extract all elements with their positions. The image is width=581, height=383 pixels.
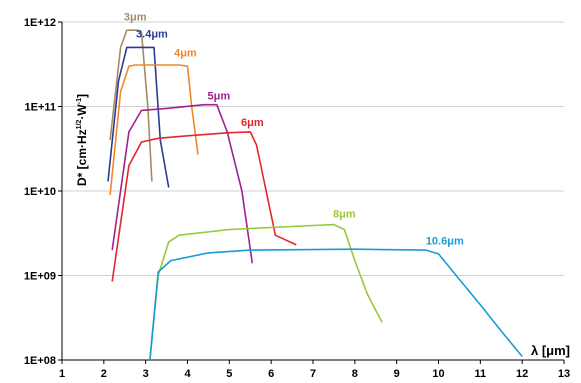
x-tick-label: 11 <box>475 368 487 380</box>
axes <box>61 22 564 361</box>
y-label-sup2: -1 <box>76 98 83 104</box>
x-tick-label: 1 <box>59 368 65 380</box>
x-tick-label: 2 <box>101 368 107 380</box>
x-axis-label: λ [μm] <box>531 343 570 358</box>
x-tick-label: 6 <box>268 368 274 380</box>
y-label-mid: ·W <box>75 104 89 120</box>
x-tick-label: 3 <box>143 368 149 380</box>
y-label-end: ] <box>75 94 89 98</box>
y-label-sup: 1/2 <box>76 119 83 129</box>
series-line-6 <box>149 248 523 361</box>
series-lines <box>107 29 523 361</box>
x-tick-label: 8 <box>352 368 358 380</box>
series-label-1: 3.4μm <box>136 28 168 40</box>
series-label-0: 3μm <box>124 12 147 24</box>
x-tick-label: 13 <box>558 368 570 380</box>
series-label-4: 6μm <box>241 117 264 129</box>
series-line-2 <box>109 64 199 195</box>
series-label-5: 8μm <box>333 208 356 220</box>
y-tick-label: 1E+09 <box>24 271 56 283</box>
y-tick-label: 1E+11 <box>24 102 56 114</box>
series-label-2: 4μm <box>174 48 197 60</box>
gridlines <box>58 21 565 364</box>
y-tick-label: 1E+12 <box>24 17 56 29</box>
x-tick-label: 10 <box>432 368 444 380</box>
y-label-main: D* [cm·Hz <box>75 129 89 186</box>
y-tick-label: 1E+08 <box>24 355 56 367</box>
y-tick-label: 1E+10 <box>24 186 56 198</box>
x-tick-label: 12 <box>516 368 528 380</box>
y-tick-labels: 1E+08 1E+09 1E+10 1E+11 1E+12 <box>24 17 56 367</box>
series-line-4 <box>111 131 297 282</box>
series-line-3 <box>111 103 254 264</box>
x-tick-label: 9 <box>394 368 400 380</box>
series-labels: 3μm 3.4μm 4μm 5μm 6μm 8μm 10.6μm <box>124 12 464 248</box>
series-line-1 <box>107 46 170 188</box>
x-tick-labels: 1 2 3 4 5 6 7 8 9 10 11 12 13 <box>59 368 570 380</box>
series-line-5 <box>149 223 383 361</box>
x-tick-label: 4 <box>184 368 191 380</box>
series-label-3: 5μm <box>208 90 231 102</box>
y-axis-label: D* [cm·Hz1/2·W-1] <box>75 94 89 186</box>
x-tick-label: 5 <box>226 368 232 380</box>
x-tick-label: 7 <box>310 368 316 380</box>
series-label-6: 10.6μm <box>426 235 464 247</box>
series-line-0 <box>109 29 153 182</box>
